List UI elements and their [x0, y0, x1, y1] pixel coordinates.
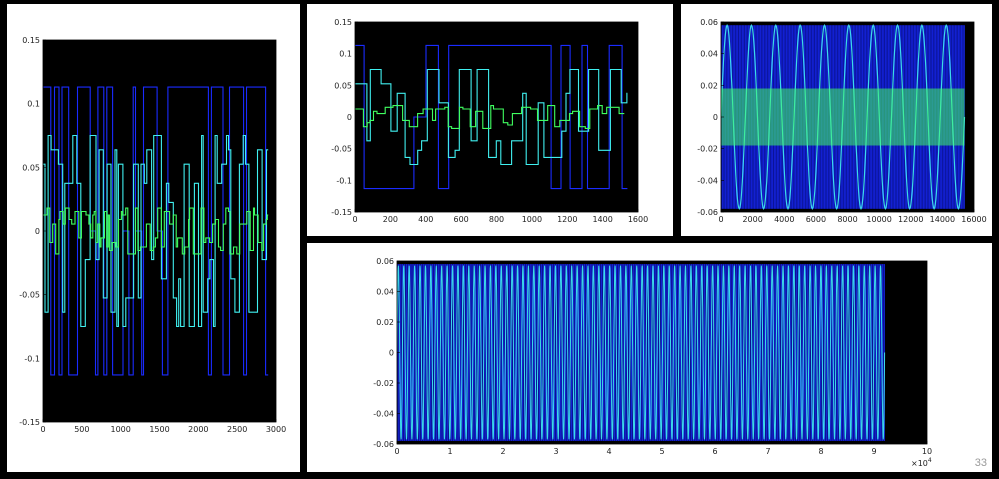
y-tick-label: -0.15: [19, 418, 40, 427]
y-tick-label: 0.15: [334, 18, 352, 27]
y-tick-label: -0.1: [336, 176, 352, 185]
y-tick-label: 0: [35, 227, 40, 236]
y-tick-label: 0: [713, 113, 718, 122]
series-cyan-line: [397, 265, 886, 440]
x-tick-label: 0: [394, 447, 399, 456]
page-number: 33: [974, 457, 987, 469]
y-tick-label: 0.05: [22, 163, 40, 172]
x-tick-label: 4: [606, 447, 611, 456]
x-tick-label: 1: [447, 447, 452, 456]
y-tick-label: -0.06: [697, 208, 718, 217]
x-tick-label: 3000: [266, 425, 286, 434]
x-tick-label: 5: [659, 447, 664, 456]
x-tick-label: 2000: [188, 425, 208, 434]
x-tick-label: 600: [453, 215, 468, 224]
y-tick-label: -0.02: [373, 379, 394, 388]
x-tick-label: 6000: [806, 215, 826, 224]
x-tick-label: 9: [871, 447, 876, 456]
x-tick-label: 800: [489, 215, 504, 224]
x-tick-label: 8000: [837, 215, 857, 224]
y-tick-label: -0.15: [331, 208, 352, 217]
x-multiplier-label: ×104: [911, 457, 932, 468]
y-tick-label: 0.1: [27, 100, 40, 109]
x-tick-label: 1000: [110, 425, 130, 434]
y-tick-label: 0.06: [700, 18, 718, 27]
chart-bottom: 0 1 2 3 4 5 6 7 8 9 10 -0.06 -0.04 -0.02 0 0.02 0.04 0.06…: [373, 257, 932, 468]
y-tick-label: 0.05: [334, 81, 352, 90]
series-cyan-line: [355, 68, 628, 166]
chart-panel-top-right: 0 2000 4000 6000 8000 10000 12000 14000 16000 -0.…: [681, 4, 992, 236]
x-tick-label: 200: [383, 215, 398, 224]
chart-panel-top-middle: 0 200 400 600 800 1000 1200 1400 1600 -0.15 -0.1 -0…: [307, 4, 673, 236]
chart-panel-left: 0 500 1000 1500 2000 2500 3000 -0.15 -0.1 -0.05 0 0…: [7, 4, 300, 472]
x-tick-label: 2500: [227, 425, 247, 434]
x-tick-label: 0: [40, 425, 45, 434]
y-tick-label: -0.05: [19, 291, 40, 300]
x-tick-label: 1600: [628, 215, 648, 224]
x-tick-label: 0: [718, 215, 723, 224]
series-green-line: [355, 105, 625, 129]
y-tick-label: -0.02: [697, 145, 718, 154]
x-tick-label: 1400: [592, 215, 612, 224]
y-tick-label: 0.04: [376, 288, 394, 297]
series-cyan-line: [43, 134, 269, 328]
y-tick-label: -0.05: [331, 145, 352, 154]
y-tick-label: 0: [389, 349, 394, 358]
y-tick-label: 0.1: [339, 50, 352, 59]
x-tick-label: 10: [922, 447, 932, 456]
series-blue-line: [355, 44, 628, 190]
x-tick-label: 1500: [149, 425, 169, 434]
y-tick-label: 0.15: [22, 36, 40, 45]
series-group: [43, 86, 269, 376]
x-tick-label: 8: [818, 447, 823, 456]
series-group: [397, 264, 886, 441]
x-tick-label: 500: [74, 425, 89, 434]
x-tick-label: 4000: [774, 215, 794, 224]
x-tick-label: 3: [553, 447, 558, 456]
x-multiplier-exponent: 4: [928, 457, 932, 464]
y-tick-label: 0.02: [700, 81, 718, 90]
x-tick-label: 400: [418, 215, 433, 224]
y-tick-label: -0.06: [373, 440, 394, 449]
x-tick-label: 1000: [522, 215, 542, 224]
y-tick-label: -0.1: [24, 354, 40, 363]
series-green-line: [43, 207, 269, 255]
chart-left: 0 500 1000 1500 2000 2500 3000 -0.15 -0.1 -0.05 0 0…: [19, 36, 286, 434]
series-group: [355, 44, 628, 190]
x-tick-label: 2: [500, 447, 505, 456]
y-tick-label: 0: [347, 113, 352, 122]
x-tick-label: 1200: [557, 215, 577, 224]
y-tick-label: 0.04: [700, 50, 718, 59]
y-tick-label: 0.06: [376, 257, 394, 266]
y-tick-label: -0.04: [697, 176, 718, 185]
chart-top-middle: 0 200 400 600 800 1000 1200 1400 1600 -0.15 -0.1 -0…: [331, 18, 648, 224]
y-tick-label: 0.02: [376, 318, 394, 327]
x-tick-label: 10000: [866, 215, 891, 224]
x-tick-label: 2000: [742, 215, 762, 224]
x-tick-label: 7: [765, 447, 770, 456]
x-tick-label: 12000: [898, 215, 923, 224]
x-tick-label: 16000: [961, 215, 986, 224]
y-tick-label: -0.04: [373, 410, 394, 419]
chart-panel-bottom: 0 1 2 3 4 5 6 7 8 9 10 -0.06 -0.04 -0.02 0 0.02 0.04 0.06…: [307, 243, 992, 472]
x-tick-label: 6: [712, 447, 717, 456]
x-tick-label: 14000: [930, 215, 955, 224]
series-green-band: [721, 88, 965, 146]
series-group: [721, 23, 966, 211]
chart-top-right: 0 2000 4000 6000 8000 10000 12000 14000 16000 -0.…: [697, 18, 986, 224]
x-tick-label: 0: [352, 215, 357, 224]
